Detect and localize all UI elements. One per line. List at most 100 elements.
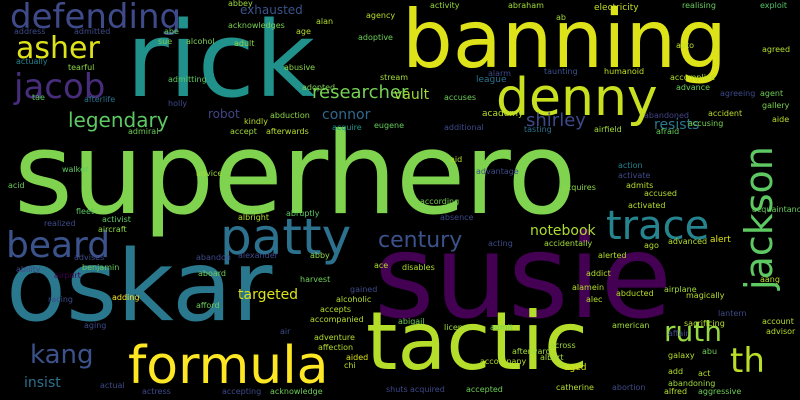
word-alcoholic: alcoholic <box>336 295 372 304</box>
word-admits: admits <box>626 181 654 190</box>
word-formula: formula <box>128 336 329 396</box>
word-airport: airport <box>54 271 81 280</box>
word-abduction: abduction <box>270 111 310 120</box>
word-galaxy: galaxy <box>668 351 695 360</box>
word-addict: addict <box>586 269 611 278</box>
word-ago: ago <box>644 241 659 250</box>
word-across: across <box>550 341 576 350</box>
word-gained: gained <box>350 285 378 294</box>
word-stream: stream <box>380 73 409 82</box>
word-th: th <box>730 341 765 381</box>
word-aging: aging <box>84 321 107 330</box>
word-airfield: airfield <box>594 125 622 134</box>
word-accept: accept <box>230 127 257 136</box>
word-alarm: alarm <box>488 69 511 78</box>
word-accepting: accepting <box>222 387 262 396</box>
word-according: according <box>420 197 460 206</box>
word-alcohol: alcohol <box>186 37 215 46</box>
word-accepted: accepted <box>466 385 503 394</box>
word-afterward: afterward <box>512 347 551 356</box>
word-academy: academy <box>482 109 524 119</box>
word-sacrificing: sacrificing <box>684 319 725 328</box>
word-albright: albright <box>238 213 269 222</box>
word-vault: vault <box>394 87 430 103</box>
word-aboard: aboard <box>198 269 227 278</box>
word-afterlife: afterlife <box>84 95 116 104</box>
word-affair: affair <box>668 329 689 338</box>
word-tasting: tasting <box>524 125 552 134</box>
word-accident: accident <box>708 109 743 118</box>
word-actress: actress <box>142 387 171 396</box>
word-denny: denny <box>496 68 658 128</box>
word-abe: abe <box>164 27 179 36</box>
word-shuts: shuts <box>386 385 408 394</box>
word-agent: agent <box>760 89 784 98</box>
word-accompanied: accompanied <box>310 315 364 324</box>
word-air: air <box>280 327 291 336</box>
word-asher: asher <box>16 31 100 66</box>
word-agreeing: agreeing <box>720 89 756 98</box>
word-acquired: acquired <box>410 385 445 394</box>
word-tactic: tactic <box>366 295 588 388</box>
word-abruptly: abruptly <box>286 209 320 218</box>
word-accidentally: accidentally <box>544 239 593 248</box>
word-auto: auto <box>676 41 695 50</box>
word-alec: alec <box>586 295 603 304</box>
word-accepts: accepts <box>320 305 352 314</box>
word-tae: tae <box>32 93 45 102</box>
word-taunting: taunting <box>544 67 578 76</box>
word-acid: acid <box>8 181 25 190</box>
word-additional: additional <box>444 123 484 132</box>
word-add: add <box>668 367 684 376</box>
word-accuses: accuses <box>444 93 477 102</box>
word-acquires: acquires <box>562 183 596 192</box>
word-susie: susie <box>374 210 672 345</box>
word-acknowledge: acknowledge <box>270 387 323 396</box>
word-agency: agency <box>366 11 396 20</box>
word-advisor: advisor <box>766 327 796 336</box>
word-aggressive: aggressive <box>698 387 742 396</box>
word-targeted: targeted <box>238 287 299 303</box>
word-accompany: accompany <box>480 357 527 366</box>
word-fleet: fleet <box>76 207 95 216</box>
word-aide: aide <box>772 115 790 124</box>
word-advance: advance <box>676 83 711 92</box>
word-agreed: agreed <box>762 45 791 54</box>
word-alan: alan <box>316 17 334 26</box>
word-actually: actually <box>16 57 48 66</box>
word-actual: actual <box>100 381 125 390</box>
word-age: age <box>296 27 311 36</box>
word-advises: advises <box>74 253 105 262</box>
word-license: license <box>444 323 472 332</box>
word-century: century <box>378 228 463 253</box>
word-oskar: oskar <box>6 230 273 344</box>
word-aid: aid <box>450 155 463 164</box>
word-abbey: abbey <box>228 0 253 8</box>
word-admitting: admitting <box>168 75 207 84</box>
word-legendary: legendary <box>68 108 169 132</box>
word-accusing: accusing <box>688 119 724 128</box>
word-ruth: ruth <box>664 315 722 348</box>
word-acting: acting <box>488 239 513 248</box>
word-abusive: abusive <box>284 63 316 72</box>
word-insist: insist <box>24 375 61 391</box>
word-abandoning: abandoning <box>668 379 716 388</box>
word-alexander: alexander <box>238 251 278 260</box>
word-electricity: electricity <box>594 3 639 13</box>
word-advice: advice <box>196 169 223 178</box>
word-humanoid: humanoid <box>604 67 645 76</box>
word-walker: walker <box>62 165 89 174</box>
word-address: address <box>14 27 46 36</box>
word-act: act <box>698 369 711 378</box>
word-holly: holly <box>168 99 188 108</box>
word-trace: trace <box>606 203 710 249</box>
word-afterwards: afterwards <box>266 127 309 136</box>
word-airplane: airplane <box>664 285 697 294</box>
word-abigail: abigail <box>398 317 425 326</box>
word-ability: ability <box>16 265 41 274</box>
word-kang: kang <box>30 340 94 370</box>
word-jackson: jackson <box>737 146 781 290</box>
word-disables: disables <box>402 263 435 272</box>
word-acquaintance: acquaintance <box>752 205 800 214</box>
